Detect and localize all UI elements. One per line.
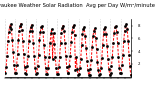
Text: Milwaukee Weather Solar Radiation  Avg per Day W/m²/minute: Milwaukee Weather Solar Radiation Avg pe… [0,3,155,8]
